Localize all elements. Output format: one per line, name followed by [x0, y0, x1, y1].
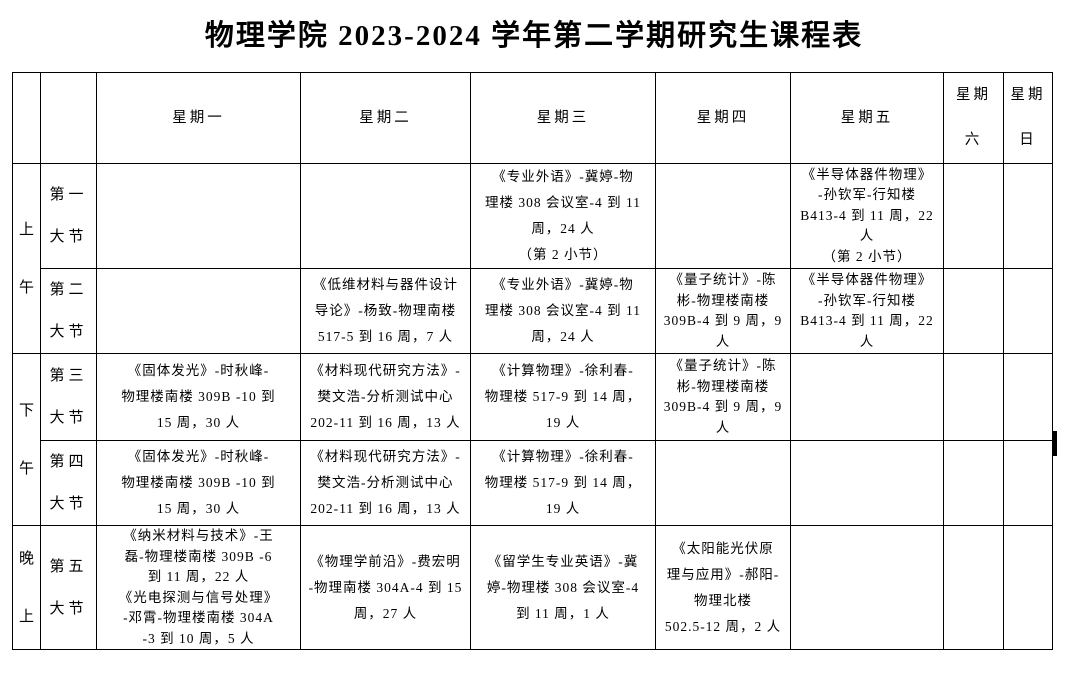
period-5-row: 晚 上 第五 大节 《纳米材料与技术》-王 磊-物理楼南楼 309B -6 到 …: [12, 525, 1053, 650]
day-header-friday: 星期五: [790, 72, 944, 164]
course-cell: [1003, 353, 1053, 441]
course-cell: 《计算物理》-徐利春- 物理楼 517-9 到 14 周， 19 人: [470, 353, 656, 441]
course-cell: 《半导体器件物理》 -孙钦军-行知楼 B413-4 到 11 周，22 人: [790, 268, 944, 354]
day-header-saturday: 星期 六: [943, 72, 1004, 164]
period-label-2: 第二 大节: [40, 268, 97, 354]
course-cell: [790, 353, 944, 441]
time-group-morning: 上 午: [12, 163, 41, 354]
corner-cell: [40, 72, 97, 164]
page-title: 物理学院 2023-2024 学年第二学期研究生课程表: [204, 20, 864, 52]
day-header-monday: 星期一: [96, 72, 301, 164]
period-2-row: 第二 大节 《低维材料与器件设计 导论》-杨致-物理南楼 517-5 到 16 …: [13, 268, 1053, 354]
course-cell: 《固体发光》-时秋峰- 物理楼南楼 309B -10 到 15 周，30 人: [96, 440, 301, 526]
course-cell: 《量子统计》-陈 彬-物理楼南楼 309B-4 到 9 周，9 人: [655, 353, 791, 441]
course-cell: [943, 440, 1004, 526]
course-cell: [96, 268, 301, 354]
course-cell: [790, 440, 944, 526]
course-cell: [943, 353, 1004, 441]
course-cell: [1003, 525, 1053, 650]
course-cell: 《太阳能光伏原 理与应用》-郝阳- 物理北楼 502.5-12 周，2 人: [655, 525, 791, 650]
course-cell: 《计算物理》-徐利春- 物理楼 517-9 到 14 周， 19 人: [470, 440, 656, 526]
course-cell: 《固体发光》-时秋峰- 物理楼南楼 309B -10 到 15 周，30 人: [96, 353, 301, 441]
period-3-row: 下 午 第三 大节 《固体发光》-时秋峰- 物理楼南楼 309B -10 到 1…: [12, 353, 1053, 526]
period-1-row: 上 午 第一 大节 《专业外语》-冀婷-物 理楼 308 会议室-4 到 11 …: [12, 163, 1053, 354]
course-cell: 《专业外语》-冀婷-物 理楼 308 会议室-4 到 11 周，24 人 （第 …: [470, 163, 656, 269]
course-cell: [943, 268, 1004, 354]
course-cell: 《留学生专业英语》-冀 婷-物理楼 308 会议室-4 到 11 周，1 人: [470, 525, 656, 650]
day-header-thursday: 星期四: [655, 72, 791, 164]
course-cell: 《低维材料与器件设计 导论》-杨致-物理南楼 517-5 到 16 周，7 人: [300, 268, 471, 354]
course-cell: [1003, 268, 1053, 354]
course-cell: [943, 525, 1004, 650]
course-cell: 《半导体器件物理》 -孙钦军-行知楼 B413-4 到 11 周，22 人 （第…: [790, 163, 944, 269]
day-header-tuesday: 星期二: [300, 72, 471, 164]
course-cell: [943, 163, 1004, 269]
corner-cell: [12, 72, 41, 164]
course-cell: [1003, 440, 1053, 526]
day-header-sunday: 星期 日: [1003, 72, 1053, 164]
course-cell: 《材料现代研究方法》- 樊文浩-分析测试中心 202-11 到 16 周，13 …: [300, 353, 471, 441]
course-cell: [790, 525, 944, 650]
course-schedule-table: 星期一 星期二 星期三 星期四 星期五 星期 六 星期 日 上 午 第一 大节 …: [12, 72, 1053, 650]
time-group-afternoon: 下 午: [12, 353, 41, 526]
header-row: 星期一 星期二 星期三 星期四 星期五 星期 六 星期 日: [12, 72, 1053, 164]
course-cell: [655, 440, 791, 526]
period-label-1: 第一 大节: [40, 163, 97, 269]
edge-mark: [1052, 431, 1057, 456]
course-cell: 《量子统计》-陈 彬-物理楼南楼 309B-4 到 9 周，9 人: [655, 268, 791, 354]
course-cell: 《物理学前沿》-费宏明 -物理南楼 304A-4 到 15 周，27 人: [300, 525, 471, 650]
course-cell: [1003, 163, 1053, 269]
period-label-4: 第四 大节: [40, 440, 97, 526]
period-4-row: 第四 大节 《固体发光》-时秋峰- 物理楼南楼 309B -10 到 15 周，…: [13, 440, 1053, 526]
time-group-evening: 晚 上: [12, 525, 41, 650]
period-label-3: 第三 大节: [40, 353, 97, 441]
period-label-5: 第五 大节: [40, 525, 97, 650]
course-cell: 《纳米材料与技术》-王 磊-物理楼南楼 309B -6 到 11 周，22 人 …: [96, 525, 301, 650]
course-cell: 《材料现代研究方法》- 樊文浩-分析测试中心 202-11 到 16 周，13 …: [300, 440, 471, 526]
course-cell: 《专业外语》-冀婷-物 理楼 308 会议室-4 到 11 周，24 人: [470, 268, 656, 354]
course-cell: [96, 163, 301, 269]
day-header-wednesday: 星期三: [470, 72, 656, 164]
course-cell: [655, 163, 791, 269]
course-cell: [300, 163, 471, 269]
